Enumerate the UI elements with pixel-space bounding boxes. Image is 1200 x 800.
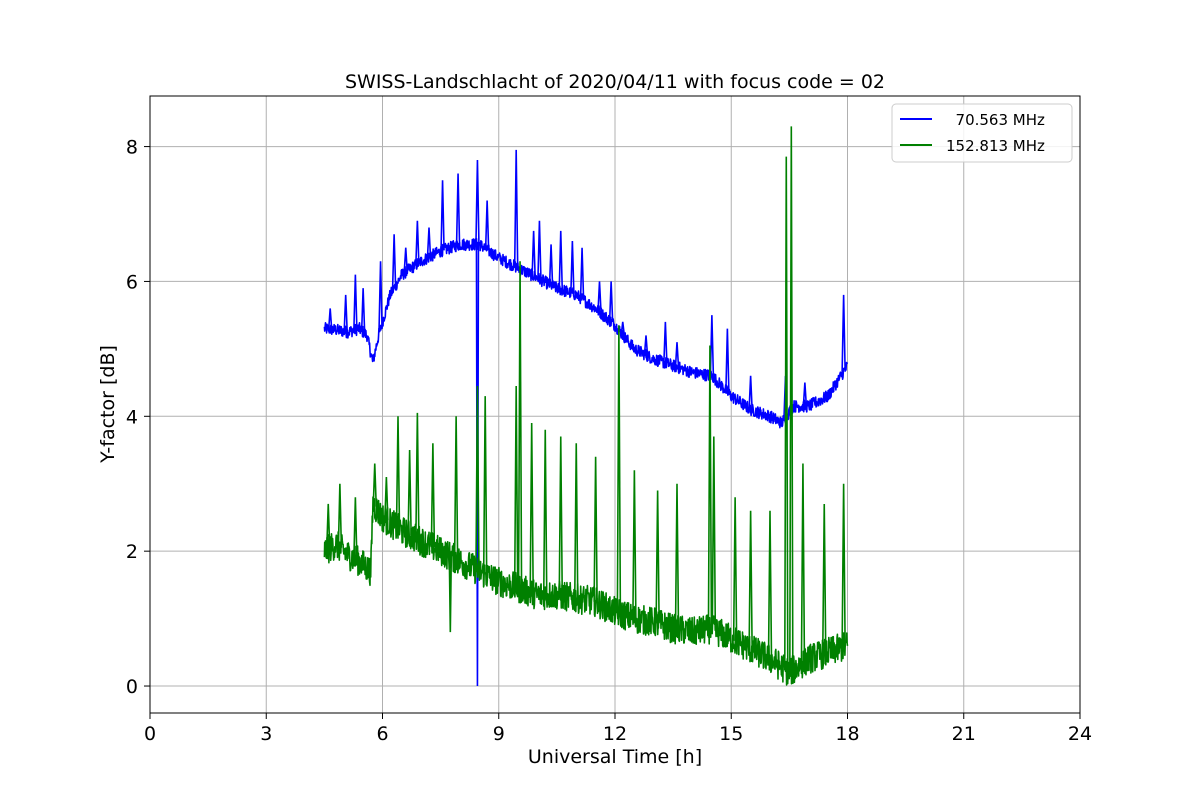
spike-70mhz-7 [415, 220, 420, 264]
spike-152mhz-11 [482, 396, 488, 575]
spike-70mhz-12 [484, 200, 490, 250]
spike-152mhz-3 [372, 463, 378, 507]
y-tick-label-3: 6 [126, 271, 138, 293]
spike-152mhz-13 [517, 261, 523, 589]
x-tick-label-7: 21 [952, 723, 976, 745]
spike-70mhz-14 [531, 230, 536, 277]
spike-152mhz-6 [407, 450, 412, 535]
spike-152mhz-20 [632, 470, 637, 619]
spike-70mhz-28 [748, 375, 753, 410]
x-tick-label-1: 3 [260, 723, 272, 745]
spike-152mhz-1 [337, 483, 343, 548]
spike-152mhz-4 [384, 476, 389, 521]
x-tick-label-8: 24 [1068, 723, 1092, 745]
y-tick-label-0: 0 [126, 676, 138, 698]
legend-label-70mhz: 70.563 MHz [946, 111, 1045, 129]
spike-152mhz-23 [707, 345, 713, 630]
spike-70mhz-19 [579, 247, 585, 299]
spike-70mhz-26 [709, 315, 715, 376]
spike-70mhz-2 [353, 274, 358, 330]
spike-152mhz-28 [783, 156, 789, 671]
spike-152mhz-24 [711, 436, 717, 630]
spike-152mhz-21 [655, 490, 660, 624]
spike-70mhz-9 [440, 180, 445, 251]
spike-70mhz-8 [426, 227, 432, 258]
spike-152mhz-5 [395, 416, 401, 529]
spike-70mhz-1 [343, 294, 348, 332]
spike-70mhz-21 [608, 281, 614, 322]
legend-label-152mhz: 152.813 MHz [946, 137, 1045, 155]
spike-152mhz-14 [529, 423, 534, 593]
spike-70mhz-27 [725, 328, 730, 393]
x-tick-label-6: 18 [835, 723, 859, 745]
x-axis-label: Universal Time [h] [528, 746, 702, 768]
spike-70mhz-22 [620, 321, 626, 335]
spike-70mhz-20 [597, 281, 602, 312]
series-line-70mhz [323, 237, 849, 429]
y-tick-label-4: 8 [126, 137, 138, 159]
x-tick-label-4: 12 [603, 723, 627, 745]
spike-152mhz-30 [800, 463, 806, 664]
spike-152mhz-26 [748, 510, 753, 649]
spike-70mhz-25 [674, 342, 680, 368]
spike-152mhz-31 [821, 503, 827, 654]
series-152mhz [323, 126, 849, 686]
y-tick-label-1: 2 [126, 541, 138, 563]
spike-152mhz-18 [593, 456, 598, 602]
spike-152mhz-12 [513, 385, 519, 588]
y-axis-label: Y-factor [dB] [97, 345, 119, 464]
spike-152mhz-0 [325, 503, 331, 549]
x-tick-label-0: 0 [144, 723, 156, 745]
spike-70mhz-10 [455, 173, 461, 246]
legend-box [891, 103, 1073, 163]
series-layer [323, 126, 849, 687]
spike-152mhz-17 [573, 443, 579, 599]
chart-title: SWISS-Landschlacht of 2020/04/11 with fo… [345, 71, 885, 93]
spike-152mhz-29 [789, 126, 794, 672]
spike-152mhz-32 [841, 483, 846, 647]
spike-152mhz-7 [415, 412, 420, 540]
spike-152mhz-22 [674, 483, 680, 630]
spike-70mhz-3 [360, 288, 366, 333]
spike-70mhz-23 [643, 335, 649, 355]
x-tick-label-3: 9 [493, 723, 505, 745]
x-tick-label-5: 15 [719, 723, 743, 745]
spike-70mhz-31 [841, 294, 846, 372]
spike-70mhz-4 [378, 261, 383, 329]
spike-152mhz-25 [732, 497, 738, 641]
spike-70mhz-15 [537, 220, 542, 280]
dip-152mhz-0 [448, 556, 453, 633]
spike-70mhz-0 [327, 308, 333, 330]
series-70mhz [323, 149, 849, 687]
spike-152mhz-27 [767, 510, 773, 660]
spike-70mhz-18 [570, 240, 575, 294]
series-line-152mhz [323, 496, 849, 686]
legend: 70.563 MHz 152.813 MHz [891, 103, 1073, 163]
spike-152mhz-16 [558, 436, 564, 596]
spike-70mhz-5 [391, 234, 397, 289]
spike-152mhz-8 [430, 443, 436, 548]
spike-152mhz-15 [542, 429, 548, 596]
spike-152mhz-9 [453, 416, 459, 560]
spike-70mhz-16 [548, 244, 554, 286]
spike-152mhz-10 [475, 385, 480, 571]
spike-70mhz-30 [802, 382, 808, 407]
spike-152mhz-19 [616, 325, 622, 614]
spike-70mhz-13 [513, 149, 519, 267]
spike-70mhz-17 [558, 230, 564, 290]
spike-70mhz-11 [475, 160, 480, 245]
spike-70mhz-6 [403, 247, 409, 273]
x-tick-label-2: 6 [376, 723, 388, 745]
spike-70mhz-24 [663, 321, 668, 364]
y-tick-label-2: 4 [126, 406, 138, 428]
spike-152mhz-2 [353, 497, 358, 560]
